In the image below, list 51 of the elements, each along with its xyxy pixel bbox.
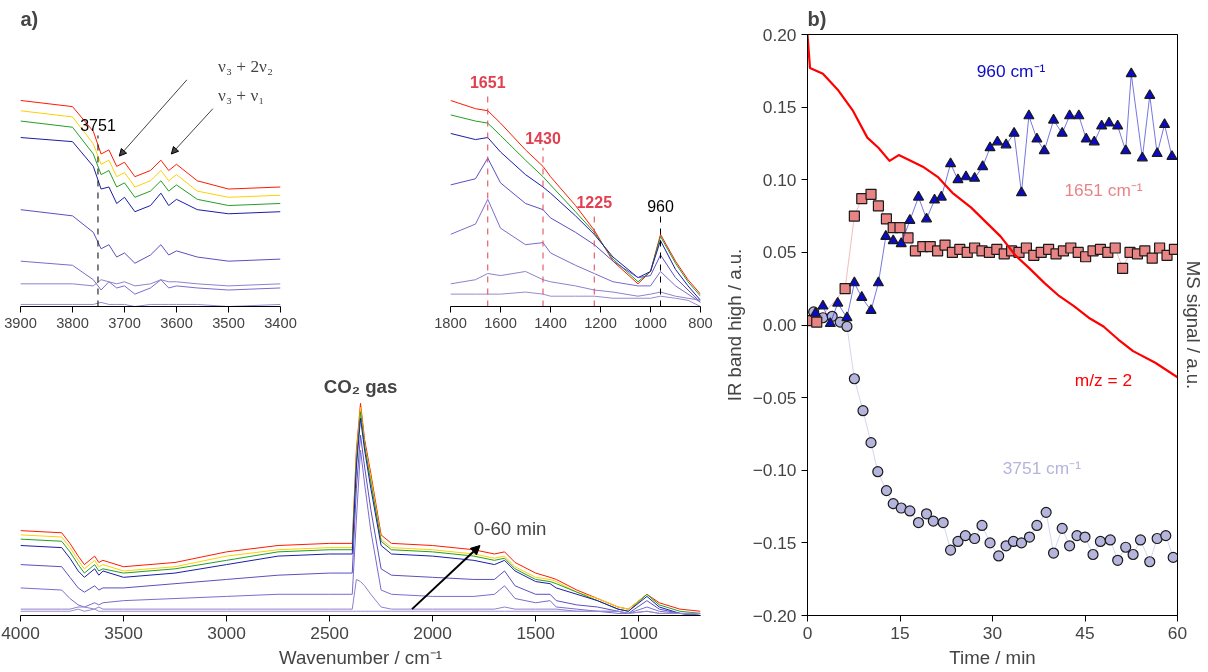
y-tick-label: 0.05 xyxy=(762,242,797,263)
text: 3751 cm⁻¹ xyxy=(1002,457,1082,478)
x-tick-label: 45 xyxy=(1075,622,1095,643)
y-tick-label: −0.10 xyxy=(752,460,797,481)
x-tick-label: 30 xyxy=(982,622,1003,643)
series-label: m/z = 2 xyxy=(1074,370,1133,391)
y2-axis-title: MS signal / a.u. xyxy=(1182,260,1204,390)
x-axis-title: Time / min xyxy=(949,646,1036,668)
x-tick-label: 3900 xyxy=(4,314,37,331)
y-tick-label: 0.20 xyxy=(762,24,797,45)
x-tick-label: 3500 xyxy=(212,314,245,331)
ref-line-label: 1225 xyxy=(576,193,613,211)
text: ν₃ + 2ν₂ xyxy=(218,56,273,76)
series-label: 960 cm⁻¹ xyxy=(976,60,1046,81)
y-tick-label: 0.10 xyxy=(762,169,797,190)
x-tick-label: 3700 xyxy=(108,314,141,331)
ref-line-label: 1651 xyxy=(469,74,506,92)
x-tick-label: 60 xyxy=(1167,622,1188,643)
ref-line-label: 1430 xyxy=(525,129,561,147)
x-tick-label: 15 xyxy=(890,622,910,643)
x-tick-label: 2500 xyxy=(310,622,349,643)
x-tick-label: 4000 xyxy=(1,622,40,643)
y-tick-label: −0.05 xyxy=(752,387,797,408)
y-tick-label: −0.20 xyxy=(752,605,797,626)
x-tick-label: 2000 xyxy=(413,622,452,643)
annotation: ν₃ + ν₁ xyxy=(218,85,265,105)
ref-line-label: 960 xyxy=(647,197,674,215)
text: 1651 cm⁻¹ xyxy=(1064,180,1143,201)
x-tick-label: 1500 xyxy=(516,622,555,643)
x-tick-label: 3600 xyxy=(160,314,193,331)
x-tick-label: 1000 xyxy=(634,314,667,331)
y-tick-label: 0.15 xyxy=(762,97,797,118)
x-tick-label: 3500 xyxy=(104,622,143,643)
text: CO₂ gas xyxy=(323,376,398,398)
x-tick-label: 1800 xyxy=(434,314,467,331)
x-tick-label: 0 xyxy=(802,622,813,643)
x-tick-label: 1000 xyxy=(619,622,658,643)
x-tick-label: 1200 xyxy=(584,314,617,331)
chart-title: b) xyxy=(807,7,827,30)
chart-title: a) xyxy=(20,7,39,30)
y-tick-label: −0.15 xyxy=(752,532,797,553)
x-tick-label: 3400 xyxy=(264,314,297,331)
annotation: 0-60 min xyxy=(473,518,547,540)
x-tick-label: 3000 xyxy=(207,622,246,643)
x-tick-label: 3800 xyxy=(56,314,89,331)
y-tick-label: 0.00 xyxy=(762,315,797,335)
x-axis-title: Wavenumber / cm⁻¹ xyxy=(279,646,442,668)
x-tick-label: 1600 xyxy=(484,314,517,331)
x-tick-label: 1400 xyxy=(534,314,567,331)
y-axis-title: IR band high / a.u. xyxy=(723,248,745,402)
x-tick-label: 800 xyxy=(688,314,713,331)
